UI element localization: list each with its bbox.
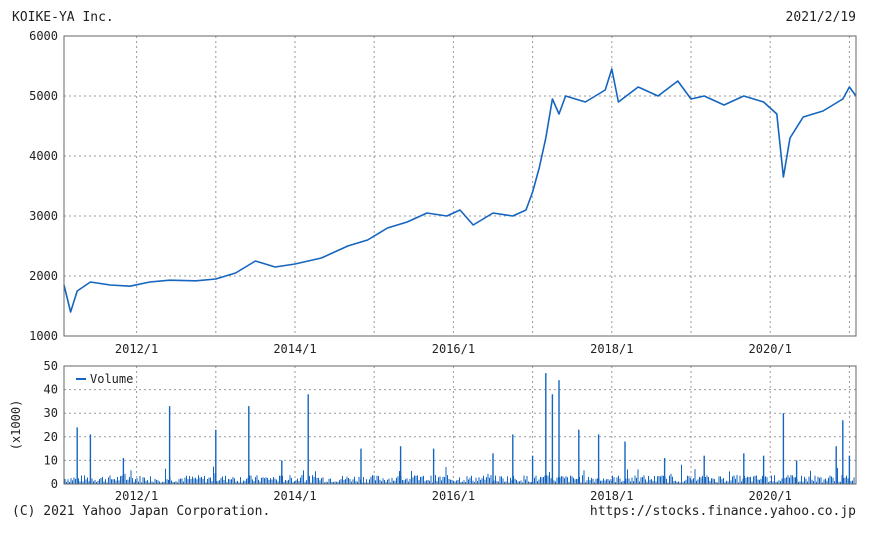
- volume-x-tick-2014-1: 2014/1: [273, 489, 316, 503]
- volume-y-tick-30: 30: [44, 406, 58, 420]
- price-plot-area: [64, 36, 856, 336]
- price-y-tick-5000: 5000: [29, 89, 58, 103]
- copyright-text: (C) 2021 Yahoo Japan Corporation.: [12, 504, 271, 519]
- volume-x-tick-2020-1: 2020/1: [749, 489, 792, 503]
- volume-x-tick-2012-1: 2012/1: [115, 489, 158, 503]
- volume-plot-frame: [63, 365, 857, 485]
- volume-y-axis-label: (x1000): [9, 400, 23, 451]
- price-y-tick-6000: 6000: [29, 29, 58, 43]
- volume-plot-area: [64, 366, 856, 484]
- volume-x-tick-2018-1: 2018/1: [590, 489, 633, 503]
- price-x-tick-2012-1: 2012/1: [115, 342, 158, 356]
- legend-label-volume: Volume: [90, 372, 133, 386]
- price-x-tick-2018-1: 2018/1: [590, 342, 633, 356]
- company-name: KOIKE-YA Inc.: [12, 10, 114, 25]
- price-y-tick-3000: 3000: [29, 209, 58, 223]
- volume-x-tick-2016-1: 2016/1: [432, 489, 475, 503]
- volume-y-tick-20: 20: [44, 430, 58, 444]
- volume-y-tick-0: 0: [51, 477, 58, 491]
- price-x-tick-2016-1: 2016/1: [432, 342, 475, 356]
- volume-y-tick-10: 10: [44, 453, 58, 467]
- price-y-tick-4000: 4000: [29, 149, 58, 163]
- chart-date: 2021/2/19: [785, 10, 856, 25]
- price-line: [63, 68, 857, 313]
- price-y-tick-1000: 1000: [29, 329, 58, 343]
- price-x-tick-2014-1: 2014/1: [273, 342, 316, 356]
- price-y-tick-2000: 2000: [29, 269, 58, 283]
- volume-y-tick-50: 50: [44, 359, 58, 373]
- volume-y-tick-40: 40: [44, 383, 58, 397]
- price-plot-frame: [63, 35, 857, 337]
- source-url[interactable]: https://stocks.finance.yahoo.co.jp: [589, 504, 856, 519]
- price-x-tick-2020-1: 2020/1: [749, 342, 792, 356]
